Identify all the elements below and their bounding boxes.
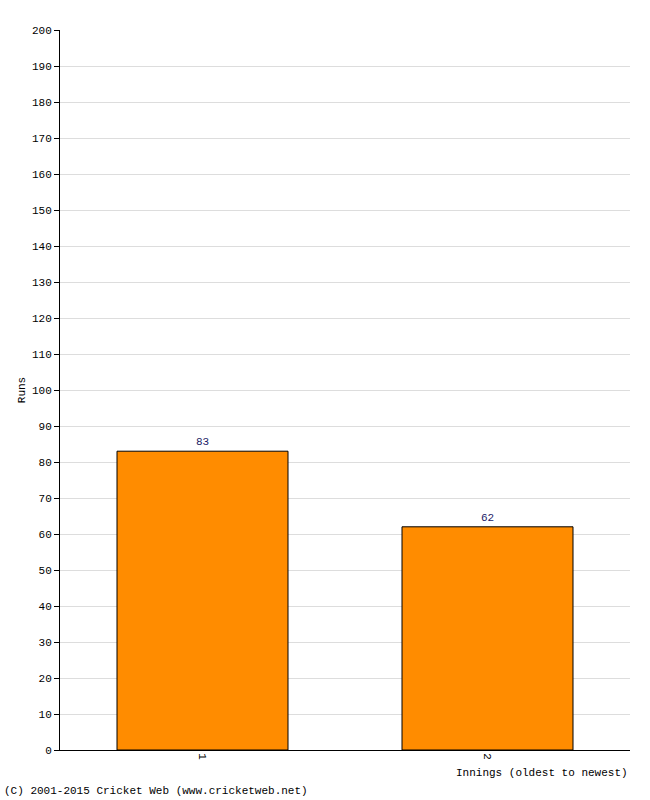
svg-text:62: 62 — [481, 512, 494, 524]
svg-text:180: 180 — [32, 97, 52, 109]
svg-text:Runs: Runs — [16, 377, 28, 403]
svg-text:50: 50 — [39, 565, 52, 577]
svg-text:160: 160 — [32, 169, 52, 181]
svg-text:190: 190 — [32, 61, 52, 73]
svg-text:Innings (oldest to newest): Innings (oldest to newest) — [456, 767, 628, 779]
svg-text:120: 120 — [32, 313, 52, 325]
svg-text:2: 2 — [481, 753, 493, 760]
svg-text:30: 30 — [39, 637, 52, 649]
svg-text:10: 10 — [39, 709, 52, 721]
svg-text:20: 20 — [39, 673, 52, 685]
svg-text:70: 70 — [39, 493, 52, 505]
svg-text:83: 83 — [196, 436, 209, 448]
svg-text:90: 90 — [39, 421, 52, 433]
svg-text:100: 100 — [32, 385, 52, 397]
svg-text:140: 140 — [32, 241, 52, 253]
svg-text:130: 130 — [32, 277, 52, 289]
svg-text:170: 170 — [32, 133, 52, 145]
svg-text:40: 40 — [39, 601, 52, 613]
svg-text:150: 150 — [32, 205, 52, 217]
svg-text:200: 200 — [32, 25, 52, 37]
svg-text:0: 0 — [45, 745, 52, 757]
svg-text:60: 60 — [39, 529, 52, 541]
svg-text:1: 1 — [196, 753, 208, 760]
svg-text:80: 80 — [39, 457, 52, 469]
svg-text:(C) 2001-2015 Cricket Web (www: (C) 2001-2015 Cricket Web (www.cricketwe… — [4, 785, 308, 797]
svg-text:110: 110 — [32, 349, 52, 361]
